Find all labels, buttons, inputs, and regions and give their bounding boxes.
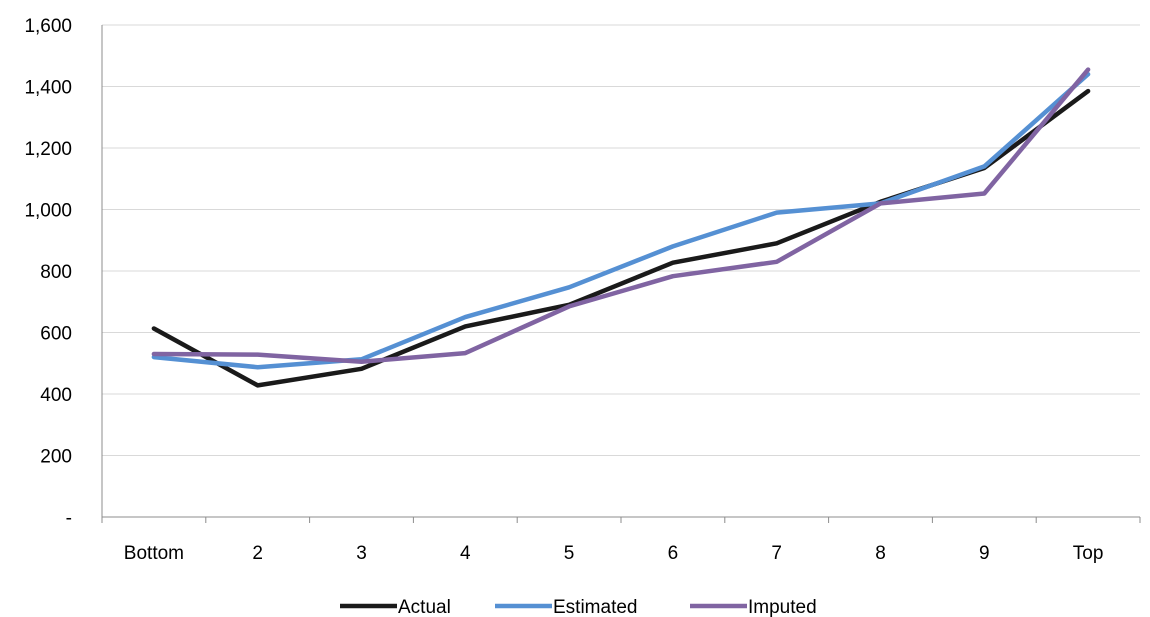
legend: Actual Estimated Imputed — [340, 597, 817, 617]
y-tick-label: 800 — [40, 262, 72, 283]
y-tick-label: 200 — [40, 447, 72, 468]
x-tick-label: 8 — [875, 543, 886, 564]
x-tick-label: 3 — [356, 543, 367, 564]
x-axis-tick-labels: Bottom 2 3 4 5 6 7 8 9 Top — [124, 543, 1104, 564]
y-tick-label: 1,400 — [24, 78, 72, 99]
legend-item-imputed: Imputed — [690, 597, 817, 617]
axes — [101, 25, 1141, 523]
series-line-estimated — [151, 71, 1091, 370]
legend-item-actual: Actual — [340, 597, 451, 617]
series-line-imputed — [151, 67, 1091, 364]
y-tick-label: - — [66, 508, 72, 529]
x-tick-label: Bottom — [124, 543, 184, 564]
series-lines — [151, 67, 1091, 388]
legend-label: Actual — [398, 597, 451, 617]
x-tick-label: Top — [1073, 543, 1104, 564]
y-axis-tick-labels: - 200 400 600 800 1,000 1,200 1,400 1,600 — [24, 16, 72, 529]
legend-label: Estimated — [553, 597, 637, 617]
x-tick-label: 4 — [460, 543, 471, 564]
x-tick-label: 2 — [252, 543, 263, 564]
y-tick-label: 400 — [40, 385, 72, 406]
series-line-actual — [151, 88, 1091, 388]
y-tick-label: 1,600 — [24, 16, 72, 37]
gridlines — [102, 24, 1140, 456]
y-tick-label: 1,000 — [24, 201, 72, 222]
y-tick-label: 600 — [40, 324, 72, 345]
legend-item-estimated: Estimated — [495, 597, 637, 617]
x-tick-label: 5 — [564, 543, 575, 564]
y-tick-label: 1,200 — [24, 139, 72, 160]
legend-label: Imputed — [748, 597, 817, 617]
x-tick-label: 9 — [979, 543, 990, 564]
x-tick-label: 6 — [668, 543, 679, 564]
x-tick-label: 7 — [771, 543, 782, 564]
